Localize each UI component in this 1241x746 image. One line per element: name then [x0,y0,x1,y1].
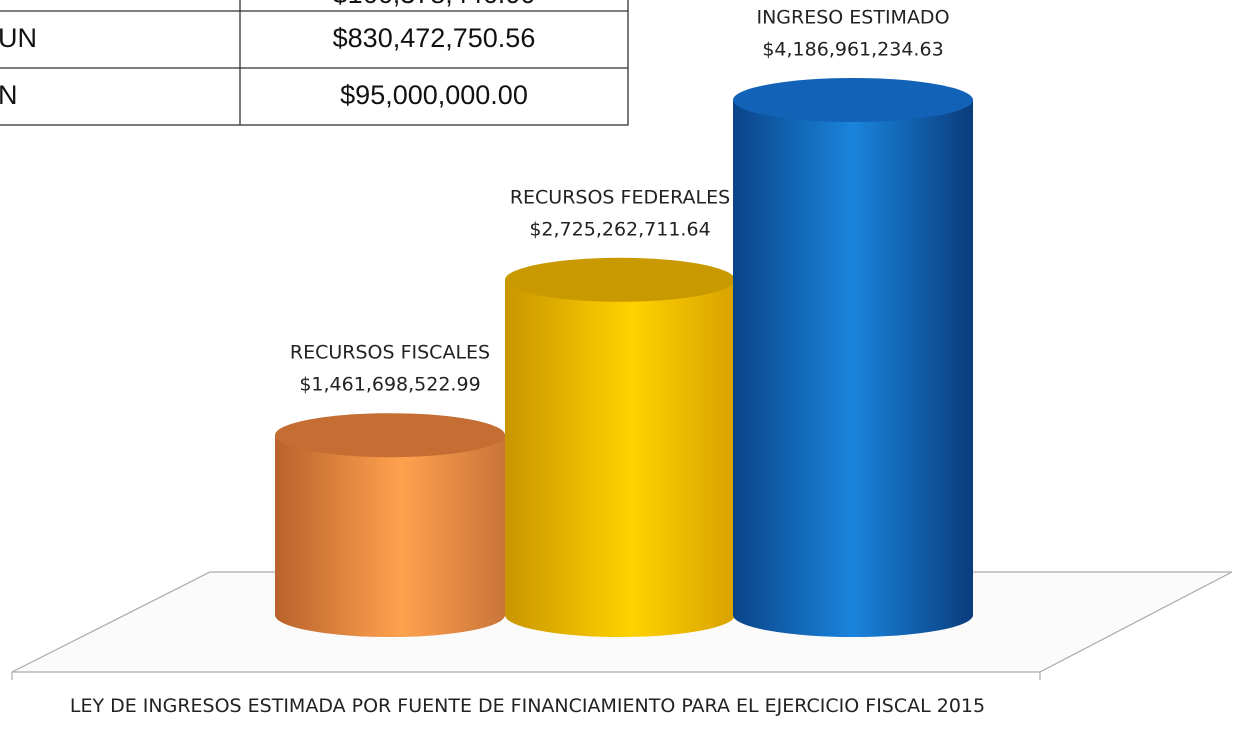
data-label: $2,725,262,711.64 [529,218,710,240]
category-label: INGRESO ESTIMADO [756,7,949,29]
table-cell: N [0,80,18,110]
table-cell: UN [0,23,37,53]
category-label: RECURSOS FEDERALES [510,186,730,208]
cylinder-body [733,100,973,637]
cylinder-body [505,279,735,637]
table-cell: $830,472,750.56 [333,23,536,53]
table-cell: $166,378,446.00 [333,0,536,9]
cylinder-top [733,78,973,122]
table-cell: $95,000,000.00 [340,80,528,110]
table [0,0,629,126]
cylinder-top [505,257,735,302]
chart-title: LEY DE INGRESOS ESTIMADA POR FUENTE DE F… [69,695,986,717]
data-label: $4,186,961,234.63 [762,39,943,61]
cylinder-top [275,413,505,458]
cylinder-body [275,435,505,637]
category-label: RECURSOS FISCALES [290,342,490,364]
data-label: $1,461,698,522.99 [299,374,480,396]
